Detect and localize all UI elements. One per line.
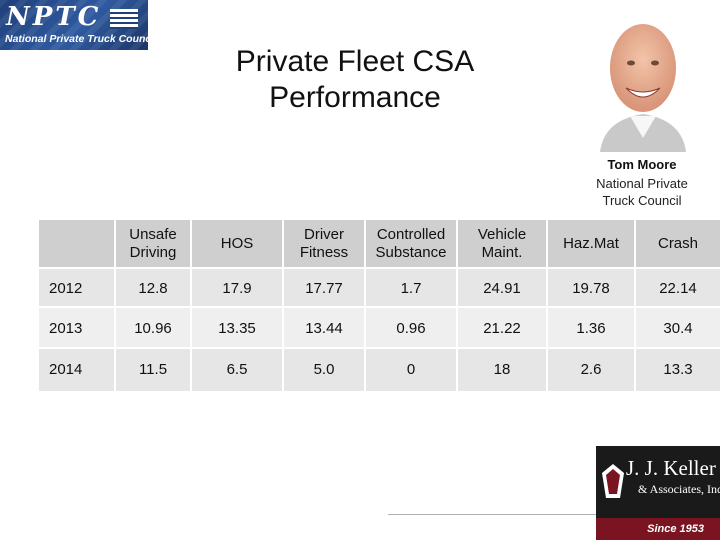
logo-tagline: National Private Truck Council [5,33,148,45]
table-cell: 13.3 [634,349,720,391]
table-cell: 10.96 [114,308,190,349]
table-cell: 22.14 [634,269,720,308]
table-cell: 13.35 [190,308,282,349]
table-cell: 1.36 [546,308,634,349]
table-cell: 11.5 [114,349,190,391]
speaker-org-line-1: National Private [596,176,688,191]
header-cell-vehicle-maint: Vehicle Maint. [456,220,546,267]
csa-performance-table: Unsafe Driving HOS Driver Fitness Contro… [39,220,720,391]
header-cell-driver-fitness: Driver Fitness [282,220,364,267]
table-cell: 6.5 [190,349,282,391]
header-cell-crash: Crash [634,220,720,267]
header-cell-empty [39,220,114,267]
table-cell: 19.78 [546,269,634,308]
table-row: 2013 10.96 13.35 13.44 0.96 21.22 1.36 3… [39,306,720,349]
speaker-name: Tom Moore [607,157,677,172]
logo-mark: NPTC [6,2,102,32]
table-cell: 30.4 [634,308,720,349]
table-cell: 13.44 [282,308,364,349]
table-cell: 17.9 [190,269,282,308]
footer-divider [388,514,596,515]
table-cell: 0 [364,349,456,391]
logo-since-banner: Since 1953 [596,518,720,540]
title-line-2: Performance [269,81,441,114]
header-cell-hos: HOS [190,220,282,267]
table-cell: 24.91 [456,269,546,308]
speaker-photo [592,8,694,152]
table-cell: 1.7 [364,269,456,308]
row-year-cell: 2012 [49,279,83,297]
header-cell-controlled-substance: Controlled Substance [364,220,456,267]
table-row: 2014 11.5 6.5 5.0 0 18 2.6 13.3 [39,347,720,391]
table-cell: 21.22 [456,308,546,349]
row-year-cell: 2013 [49,319,83,337]
table-row: 2012 12.8 17.9 17.77 1.7 24.91 19.78 22.… [39,267,720,308]
speaker-organization: National Private Truck Council [580,175,704,209]
keller-emblem-icon [602,464,624,498]
table-cell: 2.6 [546,349,634,391]
title-line-1: Private Fleet CSA [235,45,475,78]
slide-title: Private Fleet CSA Performance [170,44,540,116]
nptc-logo: NPTC National Private Truck Council [0,0,148,50]
header-cell-unsafe-driving: Unsafe Driving [114,220,190,267]
table-header-row: Unsafe Driving HOS Driver Fitness Contro… [39,220,720,267]
table-cell: 18 [456,349,546,391]
logo-company-subtitle: & Associates, Inc. [638,482,720,496]
speaker-org-line-2: Truck Council [602,193,682,208]
table-cell: 0.96 [364,308,456,349]
jj-keller-logo: J. J. Keller & Associates, Inc. Since 19… [596,446,720,540]
row-year-cell: 2014 [49,361,83,378]
flag-icon [110,9,138,29]
header-cell-hazmat: Haz.Mat [546,220,634,267]
table-cell: 5.0 [282,349,364,391]
table-cell: 12.8 [114,269,190,308]
logo-company-name: J. J. Keller [626,456,716,480]
table-cell: 17.77 [282,269,364,308]
